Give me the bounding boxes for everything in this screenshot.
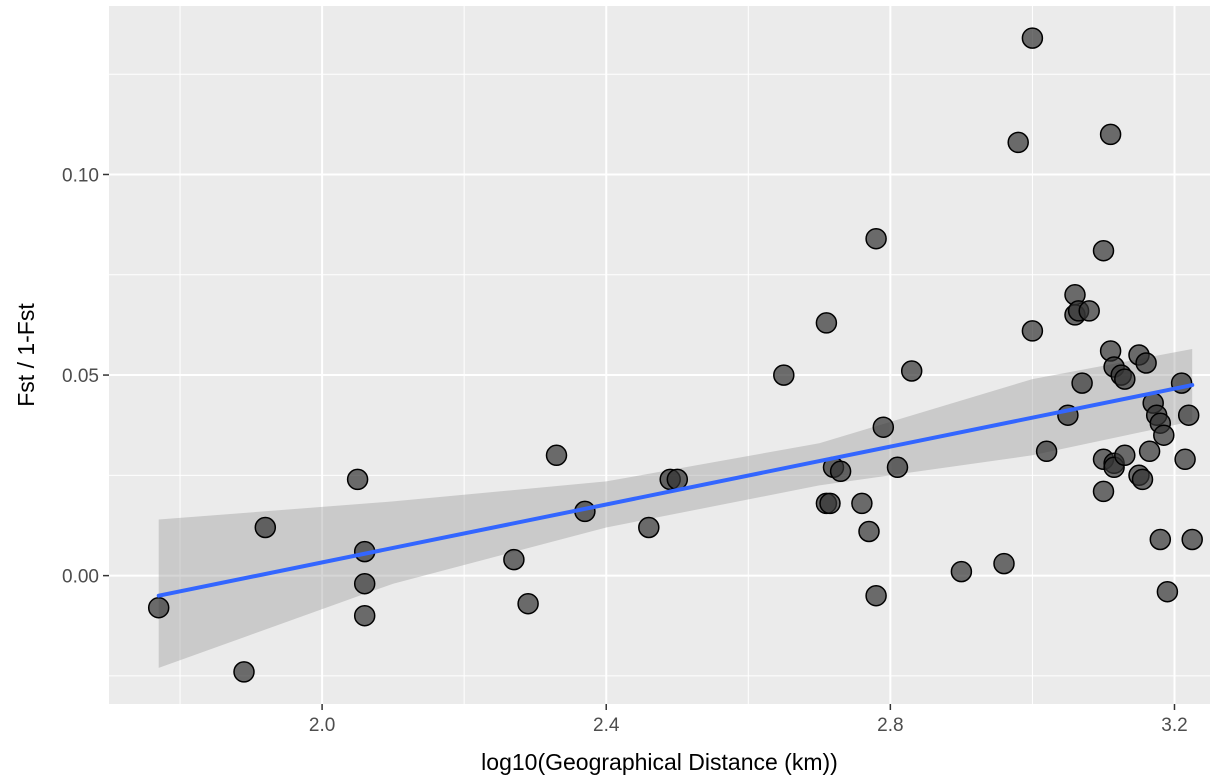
regression-line: [156, 383, 1195, 598]
data-point: [1071, 372, 1093, 394]
data-point: [254, 516, 277, 539]
data-point: [1035, 440, 1058, 463]
data-point: [1174, 448, 1196, 471]
data-point: [1156, 580, 1179, 603]
x-tick-label: 3.2: [1161, 715, 1187, 736]
data-point: [1149, 528, 1172, 551]
data-points: [147, 27, 1203, 683]
data-point: [829, 460, 852, 483]
data-point: [503, 548, 525, 571]
x-tick-label: 2.0: [309, 715, 335, 736]
data-point: [900, 360, 923, 382]
data-point: [1007, 131, 1029, 154]
y-axis: 0.00 0.05 0.10: [62, 165, 109, 588]
data-point: [353, 604, 376, 627]
data-point: [353, 572, 376, 595]
x-tick-label: 2.4: [593, 715, 620, 736]
y-tick-label: 0.00: [62, 567, 99, 588]
x-axis-title: log10(Geographical Distance (km)): [481, 749, 838, 775]
x-tick-label: 2.8: [877, 715, 903, 736]
data-point: [1177, 404, 1200, 426]
data-point: [233, 661, 255, 683]
data-point: [815, 312, 838, 334]
data-point: [1021, 320, 1044, 342]
data-point: [1138, 440, 1161, 463]
data-point: [1078, 300, 1100, 322]
data-point: [147, 596, 170, 619]
data-point: [886, 456, 909, 479]
data-point: [1153, 424, 1175, 446]
data-point: [865, 227, 887, 250]
data-point: [1135, 352, 1157, 374]
data-point: [1099, 123, 1122, 146]
data-point: [865, 584, 887, 607]
data-point: [666, 468, 689, 491]
data-point: [851, 492, 873, 515]
data-point: [1114, 444, 1136, 467]
data-point: [773, 364, 795, 386]
data-point: [517, 592, 539, 615]
minor-grid-lines: [109, 6, 1210, 704]
data-point: [346, 468, 369, 491]
confidence-band: [158, 349, 1193, 668]
y-axis-title: Fst / 1-Fst: [13, 303, 39, 407]
data-point: [872, 416, 895, 438]
data-point: [819, 492, 841, 515]
x-axis: 2.0 2.4 2.8 3.2: [309, 704, 1188, 736]
y-tick-label: 0.10: [62, 165, 99, 186]
major-grid-lines: [109, 6, 1210, 704]
plot-panel: [109, 6, 1210, 704]
data-point: [1092, 480, 1115, 503]
data-point: [638, 516, 660, 539]
data-point: [950, 560, 973, 583]
data-point: [858, 520, 880, 543]
data-point: [1181, 528, 1203, 551]
data-point: [1092, 239, 1115, 262]
y-tick-label: 0.05: [62, 366, 99, 387]
data-point: [1021, 27, 1044, 49]
data-point: [993, 552, 1015, 575]
data-point: [1114, 368, 1136, 390]
data-point: [545, 444, 568, 467]
data-point: [1131, 468, 1154, 491]
